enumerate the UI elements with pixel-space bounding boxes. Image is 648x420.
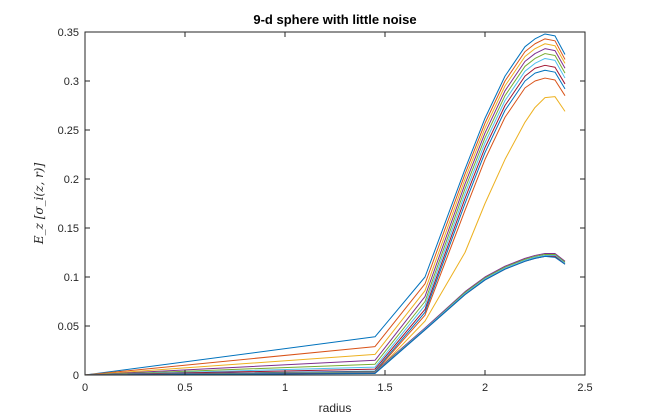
series-line-3 [84, 43, 566, 376]
y-tick-label: 0.35 [58, 27, 79, 39]
y-tick-label: 0.1 [64, 272, 79, 284]
series-line-4 [84, 48, 566, 376]
series-line-2 [84, 38, 566, 376]
x-tick-label: 2 [482, 382, 488, 394]
x-tick-label: 0.5 [177, 382, 192, 394]
x-tick-label: 2.5 [577, 382, 592, 394]
series-line-9 [84, 77, 566, 376]
series-layer [84, 33, 566, 376]
series-line-5 [84, 53, 566, 376]
axes-box [84, 31, 586, 376]
series-line-11 [84, 252, 566, 376]
y-axis-label: E_z [σ_i(z, r)] [32, 163, 46, 246]
series-line-15 [84, 255, 566, 376]
x-axis-label: radius [319, 401, 352, 415]
y-tick-label: 0.15 [58, 223, 79, 235]
y-tick-label: 0.05 [58, 321, 79, 333]
x-axis: 0 0.5 1 1.5 2 2.5 [82, 32, 593, 394]
series-line-6 [84, 57, 566, 376]
y-tick-label: 0.3 [64, 76, 79, 88]
series-line-13 [84, 254, 566, 376]
series-line-8 [84, 69, 566, 376]
series-line-1 [84, 33, 566, 376]
y-tick-label: 0.2 [64, 174, 79, 186]
x-tick-label: 1 [282, 382, 288, 394]
y-tick-label: 0.25 [58, 125, 79, 137]
x-tick-label: 1.5 [377, 382, 392, 394]
y-tick-label: 0 [73, 370, 79, 382]
y-axis: 0 0.05 0.1 0.15 0.2 0.25 0.3 0.35 [58, 27, 585, 382]
series-line-10 [84, 96, 566, 376]
x-tick-label: 0 [82, 382, 88, 394]
chart-title: 9-d sphere with little noise [253, 12, 416, 27]
series-line-7 [84, 64, 566, 376]
